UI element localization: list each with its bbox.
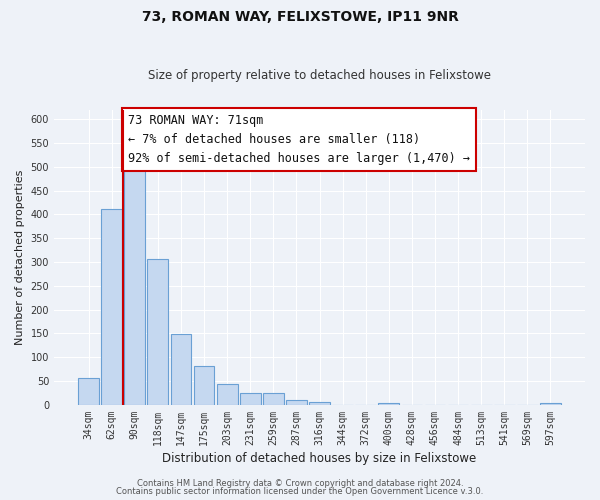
- Text: 73 ROMAN WAY: 71sqm
← 7% of detached houses are smaller (118)
92% of semi-detach: 73 ROMAN WAY: 71sqm ← 7% of detached hou…: [128, 114, 470, 165]
- Title: Size of property relative to detached houses in Felixstowe: Size of property relative to detached ho…: [148, 69, 491, 82]
- Text: Contains public sector information licensed under the Open Government Licence v.: Contains public sector information licen…: [116, 487, 484, 496]
- Bar: [78, 378, 99, 405]
- Bar: [148, 258, 168, 405]
- Bar: [379, 402, 399, 405]
- Bar: [170, 334, 191, 405]
- X-axis label: Distribution of detached houses by size in Felixstowe: Distribution of detached houses by size …: [163, 452, 476, 465]
- Text: 73, ROMAN WAY, FELIXSTOWE, IP11 9NR: 73, ROMAN WAY, FELIXSTOWE, IP11 9NR: [142, 10, 458, 24]
- Bar: [101, 209, 122, 405]
- Bar: [540, 402, 561, 405]
- Bar: [194, 366, 214, 405]
- Bar: [217, 384, 238, 405]
- Bar: [124, 170, 145, 405]
- Bar: [286, 400, 307, 405]
- Bar: [263, 393, 284, 405]
- Text: Contains HM Land Registry data © Crown copyright and database right 2024.: Contains HM Land Registry data © Crown c…: [137, 478, 463, 488]
- Y-axis label: Number of detached properties: Number of detached properties: [15, 170, 25, 345]
- Bar: [309, 402, 330, 405]
- Bar: [240, 393, 260, 405]
